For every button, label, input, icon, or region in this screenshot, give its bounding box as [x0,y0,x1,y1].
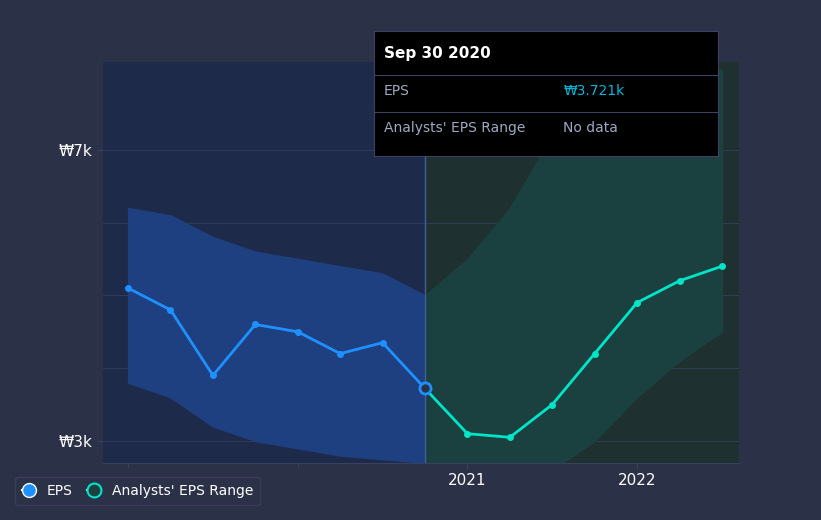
Text: ₩3.721k: ₩3.721k [563,84,625,98]
Text: Sep 30 2020: Sep 30 2020 [384,46,491,61]
Bar [103,62,425,463]
Text: No data: No data [563,121,618,135]
Text: Analysts Forecasts: Analysts Forecasts [429,77,557,91]
Bar [425,62,739,463]
Text: Actual: Actual [378,77,422,91]
Legend: EPS, Analysts' EPS Range: EPS, Analysts' EPS Range [15,477,260,505]
Text: EPS: EPS [384,84,410,98]
Text: Analysts' EPS Range: Analysts' EPS Range [384,121,525,135]
